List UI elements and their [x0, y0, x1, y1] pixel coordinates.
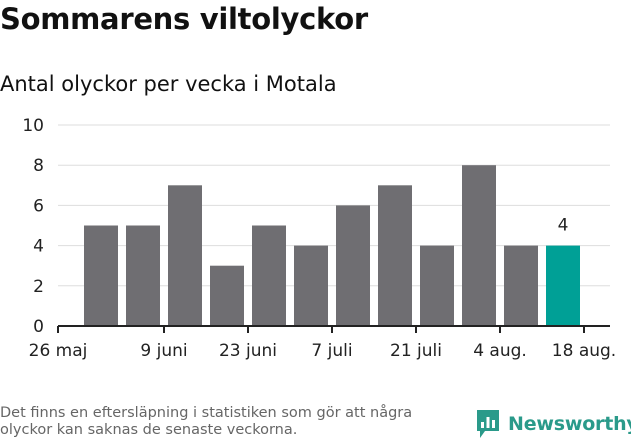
footnote: Det finns en eftersläpning i statistiken…	[0, 405, 413, 438]
bar	[294, 245, 328, 326]
x-tick-label: 26 maj	[29, 341, 88, 361]
bar	[420, 245, 454, 326]
bar	[462, 165, 496, 326]
y-tick-label: 6	[33, 196, 44, 216]
y-tick-label: 4	[33, 237, 44, 257]
y-tick-label: 2	[33, 277, 44, 297]
bar-chart: 0 2 4 6 8 10 4 26 maj 9 juni 23 juni 7 juli 21 juli…	[22, 116, 616, 361]
bar	[210, 265, 244, 326]
bar	[378, 185, 412, 326]
bar	[504, 245, 538, 326]
newsworthy-logo: Newsworthy	[476, 408, 631, 440]
x-tick-label: 4 aug.	[473, 341, 527, 361]
x-tick-label: 23 juni	[219, 341, 277, 361]
y-tick-label: 10	[22, 116, 44, 136]
bar	[126, 225, 160, 326]
x-tick-label: 18 aug.	[552, 341, 616, 361]
x-tick-label: 9 juni	[140, 341, 187, 361]
highlight-value-label: 4	[558, 216, 569, 236]
bar	[168, 185, 202, 326]
speech-bubble-bar-icon	[477, 410, 499, 438]
bar-highlight	[546, 245, 580, 326]
x-tick-label: 21 juli	[390, 341, 442, 361]
bar	[336, 205, 370, 326]
chart-subtitle: Antal olyckor per vecka i Motala	[0, 72, 337, 96]
y-tick-label: 8	[33, 156, 44, 176]
bar	[84, 225, 118, 326]
logo-text: Newsworthy	[508, 413, 631, 435]
x-tick-label: 7 juli	[311, 341, 352, 361]
chart-title: Sommarens viltolyckor	[0, 2, 368, 36]
y-tick-label: 0	[33, 317, 44, 337]
bar	[252, 225, 286, 326]
